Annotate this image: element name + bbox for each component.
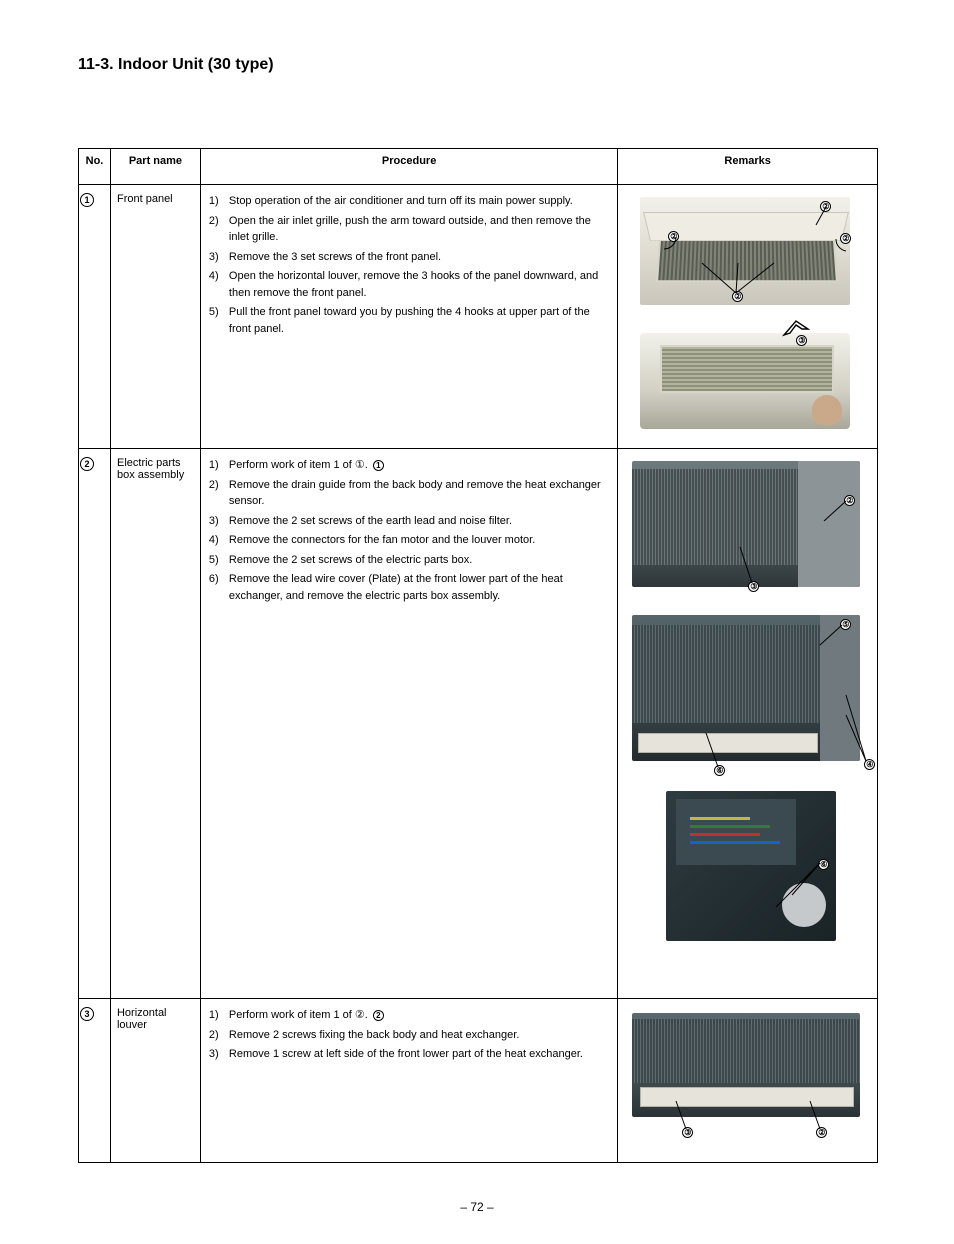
callout-label: ③ [748,581,759,592]
callout-label: ⑥ [714,765,725,776]
step-text: Remove the 2 set screws of the electric … [229,552,609,569]
step-index: 1) [209,193,225,210]
remarks-cell: ③ ② [618,999,878,1163]
header-remarks: Remarks [618,149,878,185]
row-number: 1 [79,185,111,449]
photo-coil-back [632,1013,860,1117]
procedure-cell: 1) Perform work of item 1 of ②. 2 2)Remo… [200,999,617,1163]
arrow-icon [782,319,810,337]
procedure-step: 5)Pull the front panel toward you by pus… [209,304,609,337]
step-text: Open the horizontal louver, remove the 3… [229,268,609,301]
step-index: 4) [209,268,225,301]
step-index: 6) [209,571,225,604]
step-text: Remove 1 screw at left side of the front… [229,1046,609,1063]
procedure-step: 1) Perform work of item 1 of ①. 1 [209,457,609,474]
procedure-step: 3)Remove the 2 set screws of the earth l… [209,513,609,530]
procedure-step: 2)Remove 2 screws fixing the back body a… [209,1027,609,1044]
procedure-step: 1)Stop operation of the air conditioner … [209,193,609,210]
part-name: Front panel [110,185,200,449]
step-text-fragment: Perform work of item 1 of ①. [229,459,368,471]
procedure-step: 2)Remove the drain guide from the back b… [209,477,609,510]
callout-label: ③ [682,1127,693,1138]
procedure-step: 3)Remove 1 screw at left side of the fro… [209,1046,609,1063]
step-text: Pull the front panel toward you by pushi… [229,304,609,337]
step-index: 3) [209,249,225,266]
step-number-icon: 1 [80,193,94,207]
page-title: 11-3. Indoor Unit (30 type) [78,56,274,74]
procedure-step: 5)Remove the 2 set screws of the electri… [209,552,609,569]
row-number: 2 [79,449,111,999]
reference-icon: 2 [373,1010,384,1021]
step-text: Perform work of item 1 of ②. 2 [229,1007,609,1024]
step-text: Remove the connectors for the fan motor … [229,532,609,549]
reference-icon: 1 [373,460,384,471]
procedure-step: 4)Remove the connectors for the fan moto… [209,532,609,549]
procedure-step: 3)Remove the 3 set screws of the front p… [209,249,609,266]
row-number: 3 [79,999,111,1163]
photo-coil-right [632,461,860,587]
header-procedure: Procedure [200,149,617,185]
step-number-icon: 3 [80,1007,94,1021]
step-index: 3) [209,1046,225,1063]
photo-coil-wide [632,615,860,761]
step-index: 4) [209,532,225,549]
part-name: Horizontal louver [110,999,200,1163]
step-index: 3) [209,513,225,530]
step-text: Open the air inlet grille, push the arm … [229,213,609,246]
remarks-cell: ② ② ② ② ③ [618,185,878,449]
disassembly-table: No. Part name Procedure Remarks 1 Front … [78,148,878,1163]
photo-open-grille [640,197,850,305]
page-number: – 72 – [0,1200,954,1214]
step-index: 2) [209,477,225,510]
photo-remove-front [640,333,850,429]
step-index: 1) [209,457,225,474]
step-index: 2) [209,1027,225,1044]
step-text: Remove the lead wire cover (Plate) at th… [229,571,609,604]
part-name: Electric parts box assembly [110,449,200,999]
step-index: 5) [209,304,225,337]
step-text: Remove 2 screws fixing the back body and… [229,1027,609,1044]
step-text: Remove the 2 set screws of the earth lea… [229,513,609,530]
table-header-row: No. Part name Procedure Remarks [79,149,878,185]
table-row: 2 Electric parts box assembly 1) Perform… [79,449,878,999]
procedure-step: 2)Open the air inlet grille, push the ar… [209,213,609,246]
procedure-step: 4)Open the horizontal louver, remove the… [209,268,609,301]
header-part: Part name [110,149,200,185]
procedure-cell: 1) Perform work of item 1 of ①. 1 2)Remo… [200,449,617,999]
step-index: 1) [209,1007,225,1024]
header-no: No. [79,149,111,185]
photo-motor [666,791,836,941]
step-text: Remove the drain guide from the back bod… [229,477,609,510]
procedure-cell: 1)Stop operation of the air conditioner … [200,185,617,449]
step-text: Remove the 3 set screws of the front pan… [229,249,609,266]
step-text: Stop operation of the air conditioner an… [229,193,609,210]
step-number-icon: 2 [80,457,94,471]
step-text-fragment: Perform work of item 1 of ②. [229,1009,368,1021]
callout-label: ④ [864,759,875,770]
remarks-cell: ② ③ ⑤ ④ ⑥ ⑥ [618,449,878,999]
procedure-step: 1) Perform work of item 1 of ②. 2 [209,1007,609,1024]
callout-label: ② [816,1127,827,1138]
step-index: 5) [209,552,225,569]
step-index: 2) [209,213,225,246]
table-row: 3 Horizontal louver 1) Perform work of i… [79,999,878,1163]
procedure-step: 6)Remove the lead wire cover (Plate) at … [209,571,609,604]
table-row: 1 Front panel 1)Stop operation of the ai… [79,185,878,449]
step-text: Perform work of item 1 of ①. 1 [229,457,609,474]
